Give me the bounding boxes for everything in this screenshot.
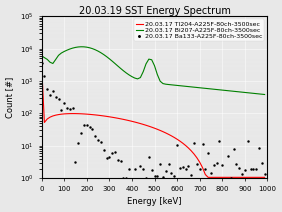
20.03.17 Tl204-A225F-80ch-3500sec — [184, 144, 187, 147]
Line: 20.03.17 Tl204-A225F-80ch-3500sec: 20.03.17 Tl204-A225F-80ch-3500sec — [41, 65, 265, 177]
20.03.17 Tl204-A225F-80ch-3500sec — [192, 153, 196, 155]
20.03.17 Bi207-A225F-80ch-3500sec — [187, 85, 190, 88]
20.03.17 Bi207-A225F-80ch-3500sec — [178, 84, 182, 87]
20.03.17 Tl204-A225F-80ch-3500sec — [206, 176, 210, 179]
20.03.17 Ba133-A225F-80ch-3500sec — [130, 179, 134, 182]
20.03.17 Bi207-A225F-80ch-3500sec — [142, 70, 145, 73]
20.03.17 Bi207-A225F-80ch-3500sec — [240, 91, 244, 93]
20.03.17 Tl204-A225F-80ch-3500sec — [173, 136, 176, 139]
X-axis label: Energy [keV]: Energy [keV] — [127, 197, 182, 206]
20.03.17 Ba133-A225F-80ch-3500sec — [195, 162, 199, 165]
20.03.17 Tl204-A225F-80ch-3500sec — [40, 63, 43, 66]
20.03.17 Ba133-A225F-80ch-3500sec — [240, 173, 244, 175]
20.03.17 Bi207-A225F-80ch-3500sec — [80, 46, 83, 48]
20.03.17 Bi207-A225F-80ch-3500sec — [40, 54, 43, 57]
20.03.17 Bi207-A225F-80ch-3500sec — [195, 86, 199, 89]
Y-axis label: Count [#]: Count [#] — [6, 77, 15, 118]
20.03.17 Ba133-A225F-80ch-3500sec — [142, 168, 145, 170]
20.03.17 Tl204-A225F-80ch-3500sec — [139, 122, 142, 125]
Line: 20.03.17 Bi207-A225F-80ch-3500sec: 20.03.17 Bi207-A225F-80ch-3500sec — [41, 47, 265, 95]
20.03.17 Tl204-A225F-80ch-3500sec — [175, 138, 179, 141]
20.03.17 Bi207-A225F-80ch-3500sec — [263, 93, 266, 96]
20.03.17 Ba133-A225F-80ch-3500sec — [187, 165, 190, 167]
20.03.17 Ba133-A225F-80ch-3500sec — [175, 144, 179, 146]
20.03.17 Bi207-A225F-80ch-3500sec — [175, 84, 179, 87]
20.03.17 Ba133-A225F-80ch-3500sec — [178, 167, 182, 169]
20.03.17 Ba133-A225F-80ch-3500sec — [263, 172, 266, 175]
20.03.17 Ba133-A225F-80ch-3500sec — [40, 62, 43, 65]
Title: 20.03.19 SST Energy Spectrum: 20.03.19 SST Energy Spectrum — [79, 6, 230, 15]
20.03.17 Tl204-A225F-80ch-3500sec — [263, 176, 266, 179]
Line: 20.03.17 Ba133-A225F-80ch-3500sec: 20.03.17 Ba133-A225F-80ch-3500sec — [41, 62, 266, 181]
Legend: 20.03.17 Tl204-A225F-80ch-3500sec, 20.03.17 Bi207-A225F-80ch-3500sec, 20.03.17 B: 20.03.17 Tl204-A225F-80ch-3500sec, 20.03… — [134, 20, 264, 41]
20.03.17 Tl204-A225F-80ch-3500sec — [240, 176, 244, 179]
